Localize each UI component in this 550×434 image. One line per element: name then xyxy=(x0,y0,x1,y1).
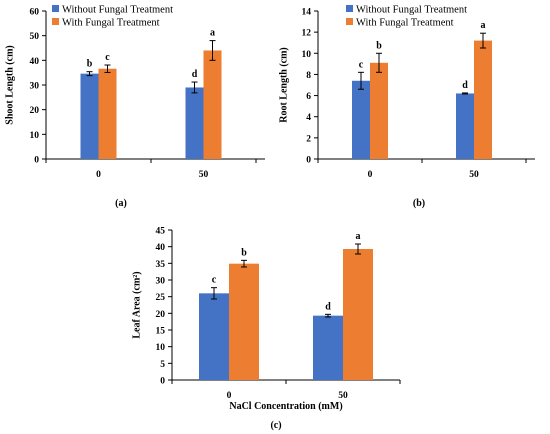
bar-without-treatment xyxy=(352,80,370,159)
significance-label: d xyxy=(192,69,198,80)
bar-with-treatment xyxy=(229,263,259,380)
chart-panel-c: 0 5 10 15 20 25 30 35 40 45 0 50 c b d a Leaf Area (cm²)… xyxy=(132,227,401,431)
y-tick-label: 0 xyxy=(34,156,39,166)
y-tick-label: 35 xyxy=(156,260,166,270)
y-tick-label: 4 xyxy=(306,113,311,123)
chart-panel-b: 0 2 4 6 8 10 12 14 0 50 c b d a Root Length (cm) Withou… xyxy=(279,5,535,209)
bar-without-treatment xyxy=(313,315,343,380)
legend-label: Without Fungal Treatment xyxy=(356,5,467,16)
legend-swatch xyxy=(52,5,59,12)
legend-swatch xyxy=(346,18,353,25)
significance-label: c xyxy=(359,59,364,70)
y-tick-label: 30 xyxy=(30,82,40,92)
significance-label: a xyxy=(356,231,361,242)
y-tick-label: 10 xyxy=(156,343,166,353)
x-tick-label: 50 xyxy=(199,170,209,180)
bar-without-treatment xyxy=(199,293,229,380)
significance-label: c xyxy=(105,52,110,63)
bar-without-treatment xyxy=(185,87,204,159)
bar-with-treatment xyxy=(343,249,373,380)
y-tick-label: 40 xyxy=(156,243,166,253)
panel-label: (b) xyxy=(413,198,425,209)
bar-without-treatment xyxy=(456,93,474,159)
y-tick-label: 6 xyxy=(306,92,311,102)
legend-label: With Fungal Treatment xyxy=(356,18,454,29)
significance-label: b xyxy=(87,59,93,70)
x-tick-label: 0 xyxy=(227,391,232,401)
y-axis-label: Leaf Area (cm²) xyxy=(132,271,143,338)
bar-without-treatment xyxy=(80,73,99,159)
legend-label: With Fungal Treatment xyxy=(62,18,160,29)
x-tick-label: 50 xyxy=(338,391,348,401)
x-tick-label: 0 xyxy=(368,170,373,180)
significance-label: d xyxy=(462,80,468,91)
significance-label: d xyxy=(325,301,331,312)
y-tick-label: 10 xyxy=(30,131,40,141)
y-tick-label: 8 xyxy=(306,71,311,81)
y-tick-label: 2 xyxy=(306,134,311,144)
y-tick-label: 20 xyxy=(156,310,166,320)
significance-label: a xyxy=(481,20,486,31)
x-axis-label: NaCl Concentration (mM) xyxy=(229,401,342,412)
y-tick-label: 0 xyxy=(306,156,311,166)
x-tick-label: 0 xyxy=(96,170,101,180)
y-tick-label: 60 xyxy=(30,8,40,18)
bar-with-treatment xyxy=(98,68,117,159)
y-tick-label: 30 xyxy=(156,277,166,287)
legend-swatch xyxy=(346,5,353,12)
x-tick-label: 50 xyxy=(469,170,479,180)
chart-panel-a: 0 10 20 30 40 50 60 0 50 b c d a Shoot Length (cm) Wit… xyxy=(5,5,265,209)
y-axis-label: Shoot Length (cm) xyxy=(5,45,16,124)
y-tick-label: 10 xyxy=(302,50,312,60)
y-tick-label: 25 xyxy=(156,293,166,303)
y-tick-label: 50 xyxy=(30,32,40,42)
y-tick-label: 12 xyxy=(302,29,312,39)
panel-label: (a) xyxy=(115,198,127,209)
panel-label: (c) xyxy=(270,420,281,431)
y-tick-label: 45 xyxy=(156,227,166,237)
legend-label: Without Fungal Treatment xyxy=(62,5,173,16)
significance-label: a xyxy=(210,28,215,39)
y-tick-label: 20 xyxy=(30,106,40,116)
y-tick-label: 5 xyxy=(160,360,165,370)
y-tick-label: 0 xyxy=(160,377,165,387)
y-tick-label: 14 xyxy=(302,8,312,18)
significance-label: b xyxy=(376,40,382,51)
bar-with-treatment xyxy=(474,40,492,159)
y-tick-label: 15 xyxy=(156,327,166,337)
legend-swatch xyxy=(52,18,59,25)
y-axis-label: Root Length (cm) xyxy=(279,47,290,123)
bar-with-treatment xyxy=(203,50,222,159)
significance-label: b xyxy=(241,247,247,258)
y-tick-label: 40 xyxy=(30,57,40,67)
significance-label: c xyxy=(212,275,217,286)
bar-with-treatment xyxy=(370,62,388,159)
